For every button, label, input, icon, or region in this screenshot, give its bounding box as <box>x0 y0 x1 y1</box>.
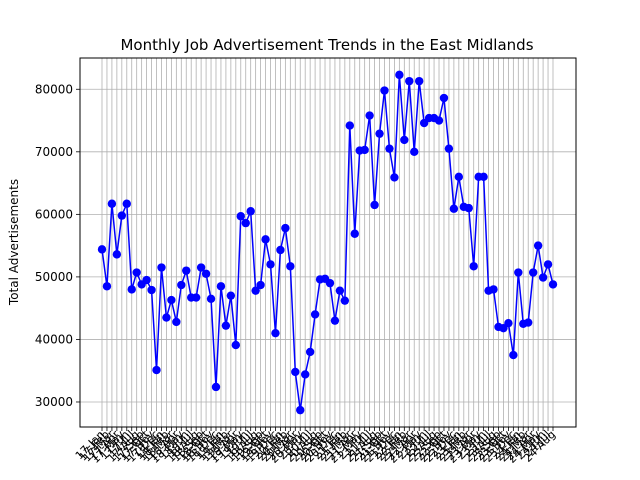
data-point <box>226 291 236 300</box>
data-point <box>147 285 156 295</box>
data-point <box>548 280 558 289</box>
data-point <box>246 207 255 216</box>
data-point <box>528 268 538 277</box>
data-point <box>266 260 275 269</box>
data-point <box>454 172 464 182</box>
data-point <box>221 321 231 330</box>
data-point <box>310 310 320 319</box>
data-point <box>365 111 374 120</box>
data-point <box>524 318 533 327</box>
data-point <box>231 340 241 350</box>
data-point <box>380 86 389 95</box>
data-point <box>97 245 107 254</box>
data-point <box>142 275 151 285</box>
data-point <box>414 76 424 86</box>
data-point <box>152 365 161 375</box>
data-point <box>325 278 335 288</box>
data-point <box>271 328 280 338</box>
data-point <box>167 295 176 305</box>
data-point <box>132 268 141 277</box>
data-point <box>375 129 384 138</box>
data-point <box>400 135 409 145</box>
data-point <box>449 204 459 213</box>
data-point <box>276 245 285 255</box>
data-point <box>196 263 206 272</box>
data-point <box>469 262 478 271</box>
data-point <box>102 282 112 291</box>
data-point <box>305 347 315 357</box>
data-point <box>489 285 498 294</box>
data-point <box>256 280 265 290</box>
y-tick-label: 30000 <box>35 395 73 409</box>
data-point <box>345 121 355 130</box>
x-axis-ticks: 17-Jan17-Feb17-Mar17-Apr17-May17-Jun17-J… <box>73 427 558 466</box>
data-point <box>191 293 201 302</box>
data-point <box>261 235 270 244</box>
data-point <box>117 211 127 220</box>
data-point <box>395 70 404 80</box>
data-point <box>390 173 399 182</box>
data-point <box>296 405 305 415</box>
series-job-ads <box>97 70 558 415</box>
y-axis-label: Total Advertisements <box>7 179 21 306</box>
y-tick-label: 60000 <box>35 207 73 221</box>
data-point <box>350 229 359 238</box>
y-tick-label: 80000 <box>35 82 73 96</box>
data-point <box>533 241 543 250</box>
data-point <box>182 266 191 275</box>
data-point <box>405 76 414 86</box>
data-point <box>157 263 166 272</box>
data-point <box>211 382 221 392</box>
y-tick-label: 70000 <box>35 145 73 159</box>
data-point <box>434 116 444 125</box>
data-point <box>201 269 211 278</box>
data-point <box>439 93 449 103</box>
data-point <box>514 268 523 277</box>
data-point <box>464 203 473 213</box>
data-point <box>444 144 454 153</box>
data-point <box>538 273 548 282</box>
data-point <box>360 145 369 155</box>
data-point <box>330 316 340 325</box>
data-point <box>335 286 345 295</box>
data-point <box>340 296 350 305</box>
data-point <box>543 260 553 269</box>
data-point <box>162 313 171 322</box>
data-point <box>370 200 379 210</box>
grid <box>80 58 576 427</box>
data-point <box>410 147 419 157</box>
y-axis-ticks: 30000 40000 50000 60000 70000 80000 <box>35 82 80 409</box>
data-point <box>291 367 300 377</box>
data-point <box>385 144 394 153</box>
data-point <box>172 317 181 327</box>
data-point <box>122 199 131 208</box>
data-point <box>216 282 226 291</box>
y-tick-label: 50000 <box>35 270 73 284</box>
data-point <box>251 286 260 295</box>
data-point <box>509 350 518 360</box>
data-point <box>107 199 117 208</box>
data-point <box>504 318 513 328</box>
data-point <box>177 280 186 290</box>
data-point <box>236 212 245 221</box>
data-point <box>241 218 250 228</box>
data-point <box>127 285 136 294</box>
chart-title: Monthly Job Advertisement Trends in the … <box>120 36 533 54</box>
data-point <box>281 223 290 233</box>
data-point <box>300 370 310 379</box>
plot-frame <box>79 57 577 428</box>
data-point <box>206 294 216 303</box>
data-point <box>112 250 122 259</box>
data-point <box>479 172 488 182</box>
data-point <box>286 262 295 271</box>
y-tick-label: 40000 <box>35 332 73 346</box>
